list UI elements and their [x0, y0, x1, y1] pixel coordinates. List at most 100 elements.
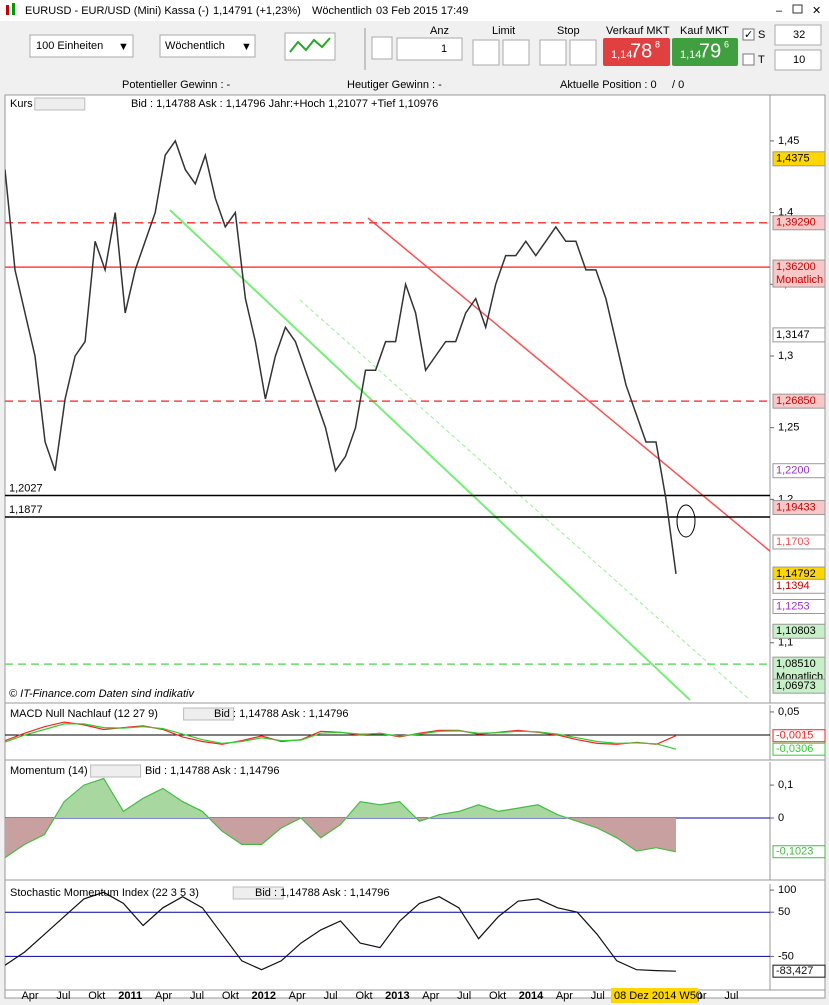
- y-tick-label: 1,1: [778, 637, 793, 649]
- price-label: 1,39290: [776, 217, 816, 229]
- price-label: 1,10803: [776, 625, 816, 637]
- trend-line: [299, 299, 751, 701]
- interval-dropdown[interactable]: [159, 34, 256, 58]
- panel-header-icons: [183, 707, 235, 721]
- panel-subtitle: Bid : 1,14788 Ask : 1,14796: [255, 887, 390, 899]
- panel-header-icons: [34, 97, 86, 111]
- x-tick-label: Okt: [355, 990, 372, 1002]
- price-label: 1,08510: [776, 658, 816, 670]
- value-label: -0,0306: [776, 743, 813, 755]
- price-label: 1,4375: [776, 153, 810, 165]
- today-profit: Heutiger Gewinn : -: [347, 79, 442, 91]
- price-label-box: [772, 463, 826, 479]
- plot: [5, 721, 770, 750]
- marker-circle: [676, 504, 696, 538]
- dropdown-arrow: ▼: [118, 41, 129, 53]
- price-label-box: [772, 151, 826, 167]
- trend-line: [367, 217, 770, 553]
- price-label: 1,3147: [776, 329, 810, 341]
- panel-title: Kurs: [10, 98, 33, 110]
- sell-small: 1,14: [611, 49, 632, 61]
- maximize-button[interactable]: [792, 4, 803, 14]
- limit-sell-button[interactable]: [502, 39, 530, 66]
- y-tick-label: 50: [778, 906, 790, 918]
- s-checkbox[interactable]: [742, 28, 755, 41]
- price-label-box: [772, 259, 826, 288]
- plot: [5, 891, 770, 972]
- value-label: -0,1023: [776, 846, 813, 858]
- x-tick-label: 2013: [385, 990, 409, 1002]
- chart-area: [4, 94, 826, 999]
- interval-value: Wöchentlich: [165, 40, 225, 52]
- x-tick-label: Jul: [56, 990, 70, 1002]
- buy-button[interactable]: [672, 38, 738, 66]
- position-2: / 0: [672, 79, 684, 91]
- panel-title: MACD Null Nachlauf (12 27 9): [10, 708, 158, 720]
- price-label: 1,26850: [776, 395, 816, 407]
- x-tick-label: Apr: [422, 990, 439, 1002]
- price-label: 1,1253: [776, 600, 810, 612]
- stop-sell-button[interactable]: [569, 39, 597, 66]
- price-label-box: [772, 598, 826, 614]
- x-tick-label: Okt: [489, 990, 506, 1002]
- dropdown-arrow: ▼: [241, 41, 252, 53]
- x-tick-label: Apr: [155, 990, 172, 1002]
- panel-subtitle: Bid : 1,14788 Ask : 1,14796: [145, 765, 280, 777]
- sell-button[interactable]: [603, 38, 670, 66]
- t-input[interactable]: [774, 49, 822, 71]
- buy-big: 79: [699, 40, 721, 62]
- t-label: T: [758, 54, 765, 66]
- price-label: 1,1703: [776, 536, 810, 548]
- t-checkbox[interactable]: [742, 53, 755, 66]
- x-tick-label: Jul: [591, 990, 605, 1002]
- title-period: Wöchentlich: [312, 5, 372, 17]
- minimize-button[interactable]: –: [776, 5, 783, 17]
- x-tick-label: 2011: [118, 990, 142, 1002]
- value-label-box: [772, 845, 826, 859]
- units-dropdown[interactable]: [29, 34, 134, 58]
- settings-button[interactable]: [371, 36, 393, 60]
- title-datetime: 03 Feb 2015 17:49: [376, 5, 468, 17]
- x-tick-label: Jul: [324, 990, 338, 1002]
- panel-title: Momentum (14): [10, 765, 88, 777]
- x-tick-label: 2012: [252, 990, 276, 1002]
- close-button[interactable]: ✕: [812, 5, 821, 17]
- sell-big: 78: [630, 40, 652, 62]
- cursor-label: 08 Dez 2014 W50: [614, 990, 702, 1002]
- price-label-box: [772, 393, 826, 409]
- value-label-box: [772, 742, 826, 756]
- price-label: 1,19433: [776, 501, 816, 513]
- series-line: [5, 891, 677, 972]
- y-tick-label: 1,45: [778, 135, 799, 147]
- price-label-box: [772, 678, 826, 694]
- level-label: 1,1877: [9, 504, 43, 516]
- price-label-box: [772, 534, 826, 550]
- buy-sup: 6: [724, 39, 729, 49]
- sell-sup: 8: [655, 39, 660, 49]
- quantity-input[interactable]: [396, 37, 463, 61]
- y-tick-label: 100: [778, 884, 796, 896]
- series-line: [5, 777, 677, 859]
- icon: [289, 37, 331, 53]
- limit-buy-button[interactable]: [472, 39, 500, 66]
- x-tick-label: Jul: [190, 990, 204, 1002]
- trend-line: [169, 209, 691, 701]
- x-tick-label: Okt: [222, 990, 239, 1002]
- level-label: 1,2027: [9, 482, 43, 494]
- app-icon: [6, 5, 9, 15]
- stop-buy-button[interactable]: [539, 39, 567, 66]
- price-label-box: [772, 623, 826, 639]
- y-tick-label: 1,3: [778, 350, 793, 362]
- annotation: © IT-Finance.com Daten sind indikativ: [9, 688, 196, 700]
- app-icon: [12, 3, 15, 15]
- price-label-box: [772, 327, 826, 343]
- s-input[interactable]: [774, 24, 822, 46]
- price-label-box: [772, 500, 826, 516]
- series-line: [5, 723, 677, 750]
- x-tick-label: Okt: [88, 990, 105, 1002]
- x-tick-label: Apr: [556, 990, 573, 1002]
- y-tick-label: 0: [778, 812, 784, 824]
- x-tick-label: 2014: [519, 990, 544, 1002]
- check: ✓: [744, 29, 753, 41]
